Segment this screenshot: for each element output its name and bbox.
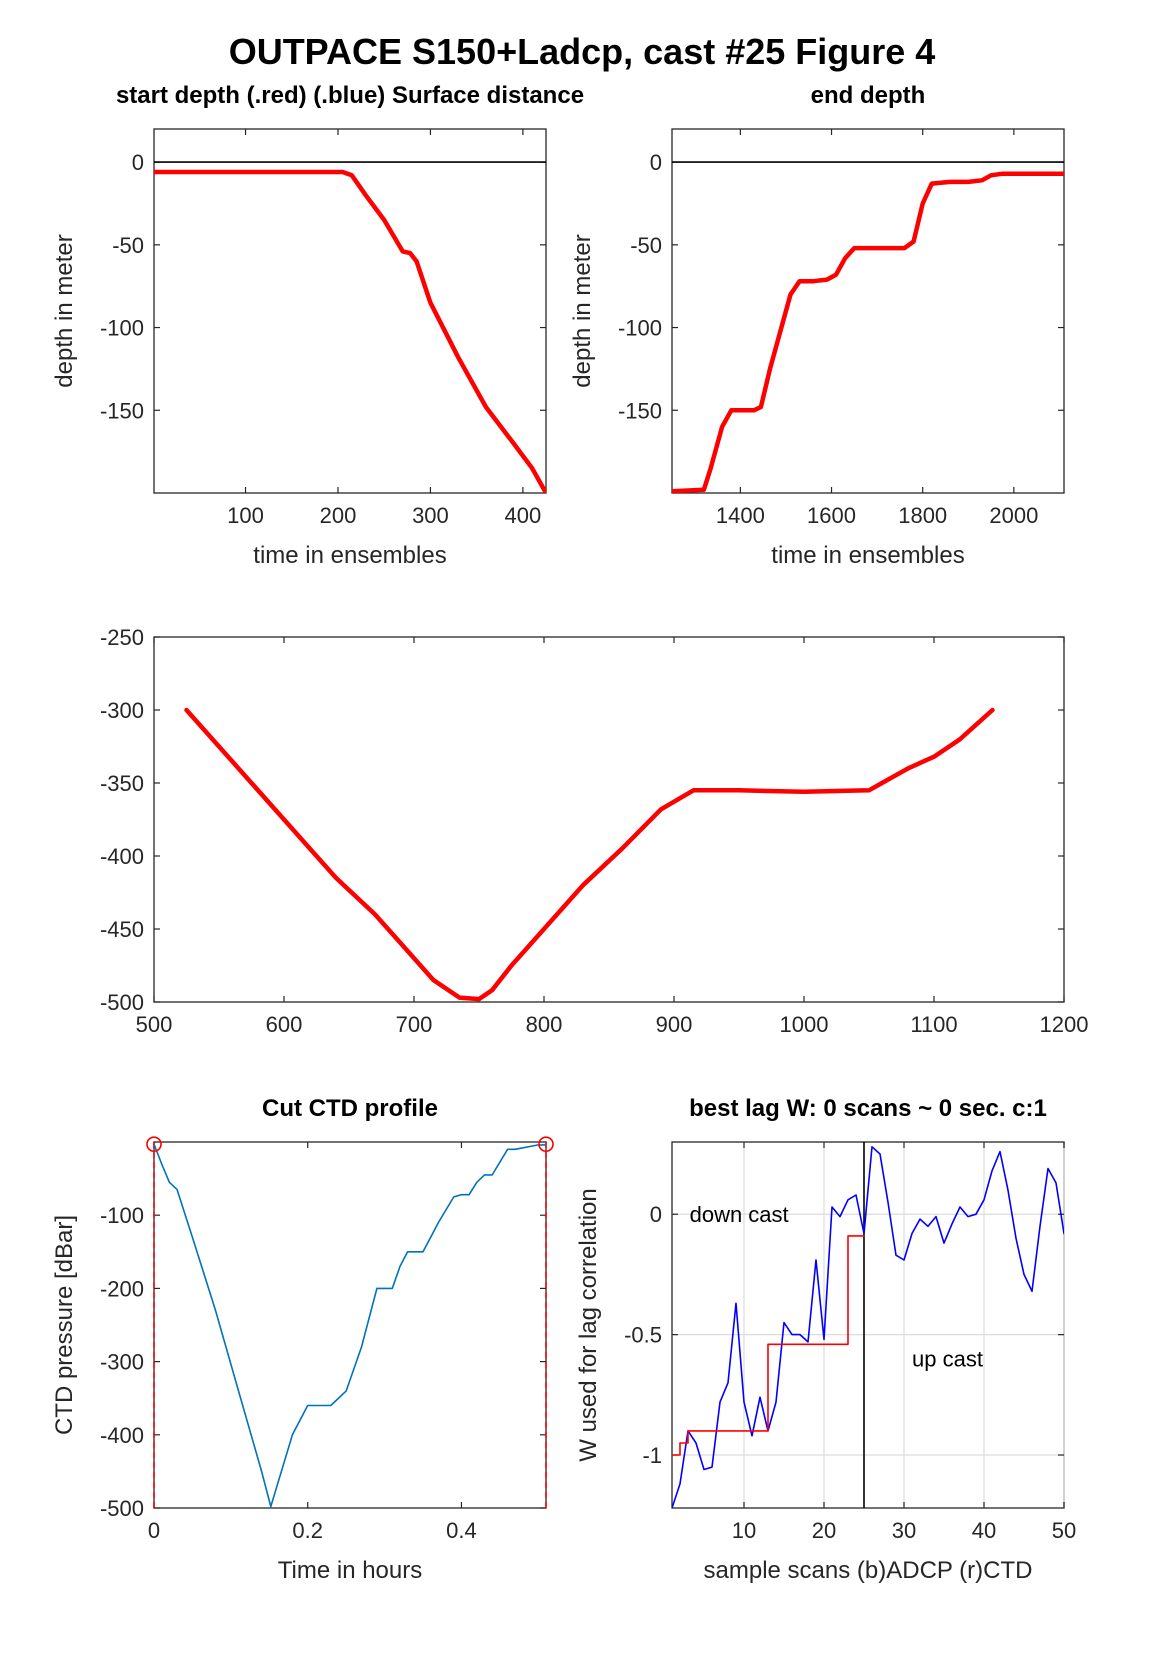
cut_ctd-xtick-label-1: 0.2 [292, 1518, 323, 1543]
lag-xtick-label-3: 40 [972, 1518, 996, 1543]
chart-end_depth: 1400 1600 1800 2000 0 -50 -100 -150 end depth tim… [569, 82, 1065, 569]
start_depth-ytick-label-0: 0 [132, 150, 144, 175]
lag-xtick-label-2: 30 [892, 1518, 916, 1543]
position-xtick-label-4: 900 [656, 1012, 693, 1037]
lag-annotation-1: up cast [912, 1347, 983, 1372]
position-ytick-label-1: -300 [100, 698, 144, 723]
position-xtick-label-5: 1000 [780, 1012, 829, 1037]
end_depth-ylabel: depth in meter [569, 234, 596, 387]
lag-xlabel: sample scans (b)ADCP (r)CTD [704, 1557, 1033, 1584]
cut_ctd-ytick-label-2: -300 [100, 1350, 144, 1375]
end_depth-title: end depth [811, 82, 926, 109]
position-xtick-label-0: 500 [136, 1012, 173, 1037]
start_depth-xtick-label-2: 300 [412, 503, 449, 528]
figure-title: OUTPACE S150+Ladcp, cast #25 Figure 4 [229, 31, 936, 72]
start_depth-xtick-label-3: 400 [505, 503, 542, 528]
start_depth-xtick-label-1: 200 [320, 503, 357, 528]
end_depth-plot-frame [671, 128, 1065, 494]
cut_ctd-ytick-label-1: -200 [100, 1276, 144, 1301]
cut_ctd-series-0 [154, 1143, 546, 1508]
end_depth-ytick-label-2: -100 [618, 316, 662, 341]
cut_ctd-cut-marker-0 [146, 1136, 162, 1152]
position-series-0 [184, 707, 995, 1002]
start_depth-ylabel: depth in meter [51, 234, 78, 387]
cut_ctd-ytick-label-4: -500 [100, 1496, 144, 1521]
cut_ctd-plot-frame [153, 1141, 547, 1509]
position-xtick-label-3: 800 [526, 1012, 563, 1037]
lag-xtick-label-1: 20 [812, 1518, 836, 1543]
end_depth-xtick-label-3: 2000 [989, 503, 1038, 528]
end_depth-xlabel: time in ensembles [771, 542, 964, 569]
position-ytick-label-0: -250 [100, 625, 144, 650]
position-xtick-label-6: 1100 [910, 1012, 957, 1037]
cut_ctd-cut-marker-1 [538, 1136, 554, 1152]
chart-position: 500 600 700 800 900 1000 1100 1200 -250 -300 -350 -… [100, 625, 1089, 1037]
lag-ytick-label-1: -0.5 [624, 1323, 662, 1348]
chart-lag: 10 20 30 40 50 0 -0.5 -1 best lag W: 0 scans ~ 0… [575, 1095, 1076, 1584]
position-xtick-label-1: 600 [266, 1012, 303, 1037]
cut_ctd-ylabel: CTD pressure [dBar] [51, 1215, 78, 1435]
cut_ctd-title: Cut CTD profile [262, 1095, 438, 1122]
end_depth-ytick-label-1: -50 [630, 233, 662, 258]
start_depth-plot-frame [153, 128, 547, 494]
position-xtick-label-2: 700 [396, 1012, 433, 1037]
lag-annotation-0: down cast [690, 1202, 789, 1227]
lag-title: best lag W: 0 scans ~ 0 sec. c:1 [689, 1095, 1047, 1122]
end_depth-ytick-label-3: -150 [618, 398, 662, 423]
chart-start_depth: 100 200 300 400 0 -50 -100 -150 start depth (.re… [51, 82, 584, 569]
end_depth-xtick-label-0: 1400 [716, 503, 765, 528]
end_depth-xtick-label-2: 1800 [898, 503, 947, 528]
chart-cut_ctd: 0 0.2 0.4 -100 -200 -300 -400 -500 Cut CTD profi… [51, 1095, 554, 1584]
lag-ytick-label-2: -1 [642, 1443, 662, 1468]
lag-ylabel: W used for lag correlation [575, 1188, 602, 1461]
position-plot-frame [153, 636, 1065, 1003]
end_depth-xtick-label-1: 1600 [807, 503, 856, 528]
lag-xtick-label-4: 50 [1052, 1518, 1076, 1543]
end_depth-series-0 [672, 171, 1064, 493]
start_depth-xlabel: time in ensembles [253, 542, 446, 569]
start_depth-xtick-label-0: 100 [227, 503, 264, 528]
end_depth-ytick-label-0: 0 [650, 150, 662, 175]
position-ytick-label-2: -350 [100, 771, 144, 796]
start_depth-ytick-label-2: -100 [100, 316, 144, 341]
lag-ytick-label-0: 0 [650, 1202, 662, 1227]
start_depth-series-0 [154, 169, 546, 493]
cut_ctd-xtick-label-2: 0.4 [446, 1518, 477, 1543]
cut_ctd-ytick-label-0: -100 [100, 1203, 144, 1228]
cut_ctd-xlabel: Time in hours [278, 1557, 423, 1584]
start_depth-ytick-label-3: -150 [100, 398, 144, 423]
cut_ctd-ytick-label-3: -400 [100, 1423, 144, 1448]
lag-series-0 [672, 1146, 1064, 1508]
cut_ctd-xtick-label-0: 0 [148, 1518, 160, 1543]
position-ytick-label-4: -450 [100, 917, 144, 942]
start_depth-title: start depth (.red) (.blue) Surface dista… [116, 82, 584, 109]
start_depth-ytick-label-1: -50 [112, 233, 144, 258]
position-ytick-label-5: -500 [100, 990, 144, 1015]
lag-series-1 [672, 1235, 865, 1456]
position-ytick-label-3: -400 [100, 844, 144, 869]
position-xtick-label-7: 1200 [1040, 1012, 1089, 1037]
lag-xtick-label-0: 10 [732, 1518, 756, 1543]
